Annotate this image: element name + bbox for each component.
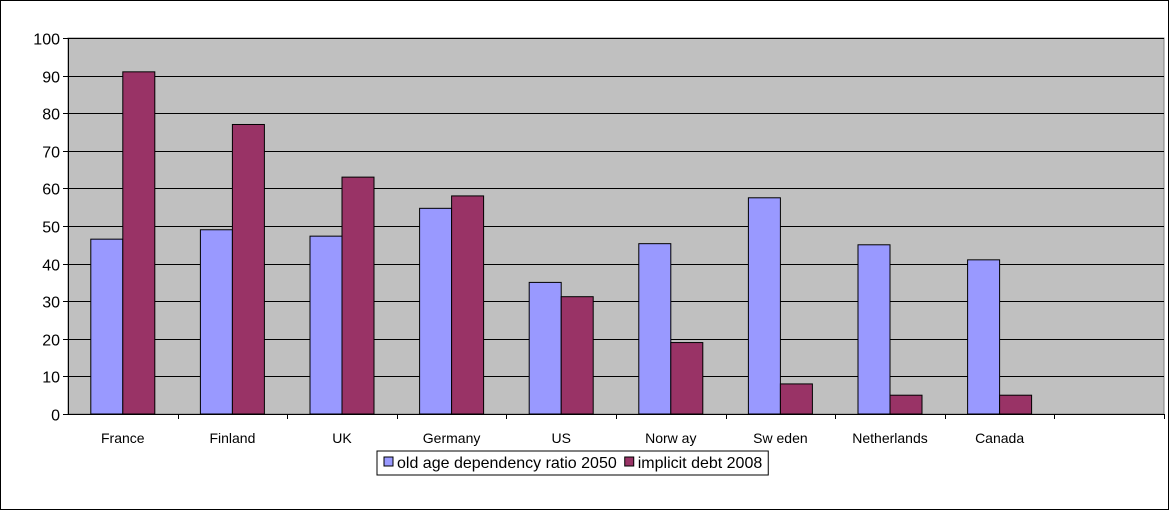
bar-implicit-debt [889, 394, 923, 415]
x-tick-label: UK [332, 430, 352, 446]
y-tick-label: 30 [42, 295, 60, 312]
y-tick-label: 0 [51, 408, 60, 425]
bar-implicit-debt [779, 383, 813, 415]
bar-implicit-debt [999, 394, 1033, 415]
x-tick-label: Canada [975, 430, 1024, 446]
x-tick-label: US [551, 430, 570, 446]
axes: 0 10 20 30 40 50 60 70 80 90 100 France Finland UK Ger… [33, 32, 1165, 446]
bar-implicit-debt [341, 176, 375, 415]
legend-label-old-age-dependency: old age dependency ratio 2050 [397, 455, 617, 472]
y-tick-label: 90 [42, 70, 60, 87]
bars [90, 71, 1033, 415]
bar-implicit-debt [670, 342, 704, 415]
x-tick-label: Finland [209, 430, 255, 446]
bar-old-age-dependency [199, 229, 233, 415]
bar-implicit-debt [122, 71, 156, 415]
bar-implicit-debt [451, 195, 485, 415]
bar-old-age-dependency [967, 259, 1001, 415]
bar-old-age-dependency [528, 281, 562, 415]
x-tick-label: Germany [423, 430, 481, 446]
y-tick-label: 50 [42, 220, 60, 237]
x-tick-label: Norw ay [645, 430, 696, 446]
y-tick-label: 80 [42, 107, 60, 124]
bar-implicit-debt [231, 123, 265, 415]
y-tick-label: 100 [33, 32, 60, 49]
y-tick-label: 70 [42, 145, 60, 162]
bar-old-age-dependency [857, 244, 891, 415]
y-tick-label: 20 [42, 333, 60, 350]
bar-old-age-dependency [638, 243, 672, 415]
legend-swatch-implicit-debt [624, 456, 635, 467]
legend-box [376, 450, 769, 476]
x-tick-label: Netherlands [852, 430, 928, 446]
bar-old-age-dependency [747, 197, 781, 415]
bar-old-age-dependency [309, 235, 343, 415]
x-tick-label: France [101, 430, 145, 446]
y-tick-label: 40 [42, 258, 60, 275]
legend-swatch-old-age-dependency [383, 456, 394, 467]
y-tick-label: 10 [42, 370, 60, 387]
bar-implicit-debt [560, 296, 594, 415]
x-tick-label: Sw eden [753, 430, 807, 446]
legend: old age dependency ratio 2050 implicit d… [376, 450, 769, 476]
legend-label-implicit-debt: implicit debt 2008 [638, 455, 763, 472]
bar-old-age-dependency [90, 238, 124, 415]
bar-old-age-dependency [419, 207, 453, 415]
y-tick-label: 60 [42, 182, 60, 199]
